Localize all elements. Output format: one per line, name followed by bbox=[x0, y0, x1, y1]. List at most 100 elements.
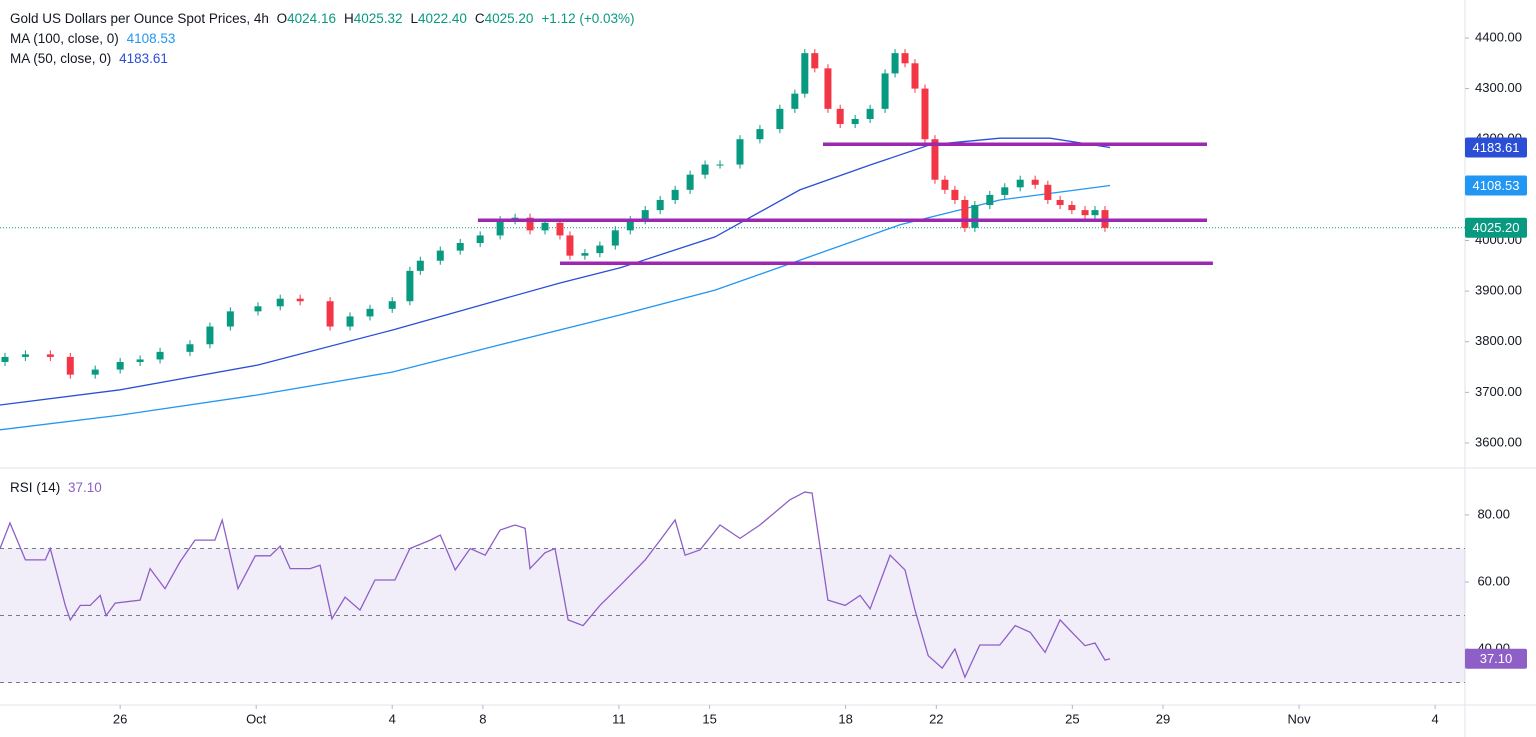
candle-body bbox=[881, 73, 889, 109]
price-tag-label: 4108.53 bbox=[1473, 178, 1520, 193]
ohlc-item: L4022.40 bbox=[411, 11, 471, 26]
candle-body bbox=[206, 326, 214, 345]
rsi-legend: RSI (14) 37.10 bbox=[10, 480, 106, 495]
ohlc-prefix: C bbox=[474, 11, 485, 26]
x-tick-label: 4 bbox=[1431, 711, 1438, 726]
x-tick-label: 15 bbox=[702, 711, 716, 726]
price-tag-label: 37.10 bbox=[1480, 651, 1513, 666]
price-tag-label: 4183.61 bbox=[1473, 140, 1520, 155]
candle-body bbox=[406, 270, 414, 302]
ohlc-value: 4022.40 bbox=[418, 11, 467, 26]
candle-body bbox=[1081, 210, 1089, 216]
ma-value: 4108.53 bbox=[126, 31, 176, 46]
rsi-line bbox=[0, 491, 1111, 679]
candle-body bbox=[1001, 187, 1009, 195]
price-tag bbox=[1465, 137, 1527, 158]
candle-body bbox=[791, 93, 799, 109]
candle-body bbox=[46, 354, 54, 357]
ohlc-prefix: H bbox=[343, 11, 354, 26]
candle-body bbox=[686, 174, 694, 190]
candle-body bbox=[566, 235, 574, 256]
candle-body bbox=[156, 351, 164, 360]
candle-body bbox=[641, 210, 649, 221]
ma-name: MA (50, close, 0) bbox=[10, 51, 112, 66]
ma-name: MA (100, close, 0) bbox=[10, 31, 119, 46]
candle-body bbox=[736, 139, 744, 165]
candle-body bbox=[116, 361, 124, 370]
x-tick-label: 4 bbox=[389, 711, 396, 726]
candle-body bbox=[1016, 179, 1024, 188]
candle-body bbox=[911, 63, 919, 89]
candle-body bbox=[496, 220, 504, 236]
candle-body bbox=[296, 298, 304, 302]
candle-body bbox=[21, 354, 29, 357]
candle-body bbox=[581, 253, 589, 256]
candle-body bbox=[346, 316, 354, 327]
candle-body bbox=[756, 129, 764, 140]
moving-average bbox=[0, 184, 1111, 431]
candle-body bbox=[776, 108, 784, 130]
candle-body bbox=[951, 189, 959, 200]
candle-body bbox=[941, 179, 949, 190]
y-tick-label: 3800.00 bbox=[1475, 333, 1522, 348]
x-tick-label: 25 bbox=[1065, 711, 1079, 726]
candle-body bbox=[961, 199, 969, 228]
candle-body bbox=[456, 243, 464, 251]
x-tick-label: 8 bbox=[479, 711, 486, 726]
candle-body bbox=[186, 344, 194, 352]
x-tick-label: 22 bbox=[929, 711, 943, 726]
ohlc-value: +1.12 (+0.03%) bbox=[541, 11, 635, 26]
candle-body bbox=[276, 298, 284, 307]
rsi-band bbox=[0, 548, 1465, 683]
y-tick-label: 4300.00 bbox=[1475, 80, 1522, 95]
y-tick-label: 3900.00 bbox=[1475, 283, 1522, 298]
ohlc-values: O4024.16 H4025.32 L4022.40 C4025.20 +1.12 (+… bbox=[277, 11, 643, 26]
ohlc-item: O4024.16 bbox=[277, 11, 340, 26]
candle-body bbox=[596, 245, 604, 254]
candle-body bbox=[66, 356, 74, 375]
ohlc-item: C4025.20 bbox=[475, 11, 538, 26]
x-tick-label: Nov bbox=[1287, 711, 1311, 726]
candle-body bbox=[1091, 210, 1099, 216]
y-tick-label: 4400.00 bbox=[1475, 29, 1522, 44]
ohlc-prefix: L bbox=[410, 11, 419, 26]
ohlc-value: 4025.20 bbox=[484, 11, 534, 26]
candle-body bbox=[836, 108, 844, 125]
candle-body bbox=[931, 139, 939, 180]
candle-body bbox=[1031, 179, 1039, 185]
y-tick-label: 80.00 bbox=[1477, 506, 1510, 521]
y-tick-label: 3600.00 bbox=[1475, 434, 1522, 449]
ohlc-prefix: O bbox=[276, 11, 288, 26]
ohlc-value: 4025.32 bbox=[353, 11, 403, 26]
candle-body bbox=[971, 205, 979, 228]
candle-body bbox=[901, 53, 909, 64]
ohlc-value: 4024.16 bbox=[287, 11, 336, 26]
moving-average bbox=[0, 137, 1111, 406]
x-tick-label: 29 bbox=[1156, 711, 1170, 726]
candle-body bbox=[526, 217, 534, 231]
candle-body bbox=[811, 53, 819, 69]
candle-body bbox=[716, 164, 724, 166]
candle-body bbox=[626, 220, 634, 231]
candle-body bbox=[701, 164, 709, 175]
candle-body bbox=[556, 222, 564, 236]
price-legend: Gold US Dollars per Ounce Spot Prices, 4… bbox=[10, 11, 647, 26]
candle-body bbox=[326, 301, 334, 327]
rsi-name: RSI (14) bbox=[10, 480, 61, 495]
ohlc-item: H4025.32 bbox=[344, 11, 407, 26]
candle-body bbox=[366, 308, 374, 317]
candle-body bbox=[891, 53, 899, 74]
candle-body bbox=[541, 222, 549, 231]
candle-body bbox=[851, 118, 859, 125]
ma-value: 4183.61 bbox=[119, 51, 168, 66]
x-tick-label: Oct bbox=[246, 711, 267, 726]
candle-body bbox=[416, 260, 424, 271]
chart-title: Gold US Dollars per Ounce Spot Prices, 4… bbox=[10, 11, 269, 26]
rsi-value: 37.10 bbox=[68, 480, 102, 495]
x-tick-label: 18 bbox=[838, 711, 852, 726]
candle-body bbox=[436, 250, 444, 261]
x-tick-label: 26 bbox=[113, 711, 127, 726]
candle-body bbox=[91, 369, 99, 375]
candle-body bbox=[824, 68, 832, 109]
